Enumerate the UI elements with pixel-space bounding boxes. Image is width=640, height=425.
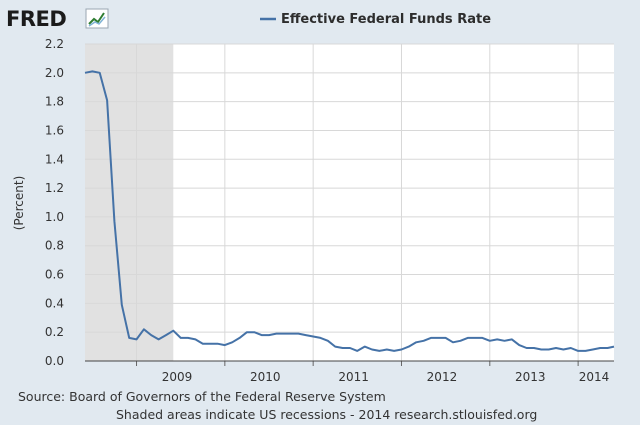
x-tick-label: 2010 (250, 370, 281, 384)
y-tick-label: 0.6 (45, 268, 64, 282)
trend-chart-icon (85, 8, 109, 29)
y-axis-label: (Percent) (12, 176, 26, 231)
x-tick-label: 2014 (579, 370, 610, 384)
y-tick-label: 2.2 (45, 37, 64, 51)
y-tick-label: 0.4 (45, 296, 64, 310)
x-tick-label: 2012 (427, 370, 458, 384)
y-tick-label: 1.8 (45, 95, 64, 109)
x-tick-label: 2013 (515, 370, 546, 384)
y-tick-label: 1.4 (45, 152, 64, 166)
fred-logo: FRED (6, 7, 66, 31)
chart-title: Effective Federal Funds Rate (281, 12, 491, 27)
recession-shading (85, 44, 174, 361)
source-note: Source: Board of Governors of the Federa… (18, 389, 386, 404)
y-tick-label: 1.6 (45, 123, 64, 137)
x-tick-label: 2011 (338, 370, 369, 384)
x-axis-ticks: 2009 2010 2011 2012 2013 2014 (136, 361, 610, 384)
x-tick-label: 2009 (162, 370, 193, 384)
y-tick-label: 0.2 (45, 325, 64, 339)
recession-note: Shaded areas indicate US recessions - 20… (116, 407, 537, 422)
grid-lines (85, 43, 614, 361)
y-tick-label: 2.0 (45, 66, 64, 80)
y-tick-label: 1.2 (45, 181, 64, 195)
y-axis-ticks: 0.0 0.2 0.4 0.6 0.8 1.0 1.2 1.4 1.6 1.8 2.0 2.2 (45, 37, 64, 368)
y-tick-label: 0.0 (45, 354, 64, 368)
y-tick-label: 1.0 (45, 210, 64, 224)
series-line-effective-federal-funds-rate (84, 70, 615, 352)
y-tick-label: 0.8 (45, 239, 64, 253)
